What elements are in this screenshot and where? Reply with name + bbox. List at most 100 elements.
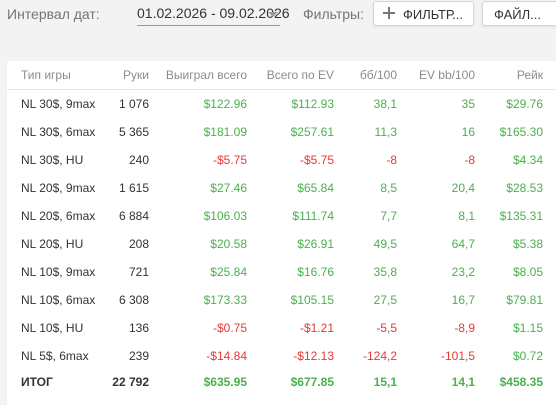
- cell-bb100: 35,8: [373, 265, 397, 279]
- cell-rake: $8.05: [512, 265, 543, 279]
- cell-rake: $4.34: [512, 153, 543, 167]
- cell-bb100: 15,1: [373, 375, 397, 389]
- cell-type: NL 20$, HU: [21, 237, 84, 251]
- toolbar: Интервал дат: 01.02.2026 - 09.02.2026 Фи…: [0, 0, 556, 30]
- cell-type: NL 30$, HU: [21, 153, 84, 167]
- cell-ev: -$1.21: [299, 321, 334, 335]
- cell-bb100: 38,1: [373, 97, 397, 111]
- cell-won: $27.46: [210, 181, 247, 195]
- col-header-won[interactable]: Выиграл всего: [158, 61, 254, 90]
- cell-bb100: -8: [386, 153, 397, 167]
- cell-evbb100: 16,7: [451, 293, 475, 307]
- date-range-picker[interactable]: 01.02.2026 - 09.02.2026: [137, 3, 290, 26]
- cell-evbb100: 23,2: [451, 265, 475, 279]
- table-row[interactable]: NL 30$, 6max 5 365 $181.09 $257.61 11,3 16 $16…: [7, 118, 556, 146]
- cell-type: NL 30$, 9max: [21, 97, 96, 111]
- cell-bb100: 49,5: [373, 237, 397, 251]
- cell-ev: $105.15: [290, 293, 334, 307]
- cell-bb100: -5,5: [376, 321, 397, 335]
- table-header: Тип игры Руки Выиграл всего Всего по EV …: [7, 61, 556, 90]
- cell-evbb100: -8: [464, 153, 475, 167]
- filters-button[interactable]: ФИЛЬТР...: [373, 1, 474, 26]
- cell-won: $25.84: [210, 265, 247, 279]
- cell-evbb100: 8,1: [458, 209, 475, 223]
- cell-rake: $0.72: [512, 349, 543, 363]
- cell-evbb100: -101,5: [440, 349, 475, 363]
- cell-rake: $165.30: [499, 125, 543, 139]
- cell-won: $106.03: [203, 209, 247, 223]
- table-row[interactable]: NL 30$, HU 240 -$5.75 -$5.75 -8 -8 $4.34: [7, 146, 556, 174]
- cell-rake: $28.53: [506, 181, 543, 195]
- cell-bb100: 27,5: [373, 293, 397, 307]
- plus-icon: [383, 7, 395, 19]
- cell-hands: 6 308: [118, 293, 149, 307]
- cell-type: ИТОГ: [21, 375, 53, 389]
- cell-rake: $79.81: [506, 293, 543, 307]
- filters-button-label: ФИЛЬТР...: [403, 7, 463, 22]
- cell-ev: $16.76: [297, 265, 334, 279]
- cell-evbb100: 20,4: [451, 181, 475, 195]
- cell-hands: 208: [128, 237, 149, 251]
- cell-type: NL 30$, 6max: [21, 125, 96, 139]
- cell-rake: $1.15: [512, 321, 543, 335]
- table-row[interactable]: NL 20$, HU 208 $20.58 $26.91 49,5 64,7 $5.38: [7, 230, 556, 258]
- cell-ev: $111.74: [292, 209, 334, 223]
- cell-ev: $65.84: [297, 181, 334, 195]
- cell-won: $635.95: [203, 375, 247, 389]
- cell-ev: $26.91: [297, 237, 334, 251]
- col-header-rake[interactable]: Рейк: [484, 61, 556, 90]
- col-header-bb100[interactable]: бб/100: [342, 61, 405, 90]
- cell-hands: 1 076: [118, 97, 149, 111]
- table-row[interactable]: NL 20$, 6max 6 884 $106.03 $111.74 7,7 8,1 $13…: [7, 202, 556, 230]
- table-row[interactable]: NL 5$, 6max 239 -$14.84 -$12.13 -124,2 -101,5…: [7, 342, 556, 370]
- cell-evbb100: -8,9: [454, 321, 475, 335]
- table-row[interactable]: NL 20$, 9max 1 615 $27.46 $65.84 8,5 20,4 $28.…: [7, 174, 556, 202]
- cell-ev: $257.61: [290, 125, 334, 139]
- cell-type: NL 20$, 9max: [21, 181, 96, 195]
- cell-type: NL 10$, 9max: [21, 265, 96, 279]
- col-header-type[interactable]: Тип игры: [7, 61, 107, 90]
- cell-bb100: -124,2: [362, 349, 397, 363]
- cell-won: $181.09: [203, 125, 247, 139]
- table-row[interactable]: NL 10$, 6max 6 308 $173.33 $105.15 27,5 16,7 $…: [7, 286, 556, 314]
- date-range-value: 01.02.2026 - 09.02.2026: [137, 5, 290, 21]
- table-row[interactable]: NL 10$, HU 136 -$0.75 -$1.21 -5,5 -8,9 $1.15: [7, 314, 556, 342]
- table-total-row[interactable]: ИТОГ 22 792 $635.95 $677.85 15,1 14,1 $458.35: [7, 370, 556, 394]
- cell-hands: 22 792: [112, 375, 149, 389]
- cell-ev: -$5.75: [299, 153, 334, 167]
- stats-table-card: Тип игры Руки Выиграл всего Всего по EV …: [7, 61, 556, 405]
- cell-hands: 721: [128, 265, 149, 279]
- cell-won: -$5.75: [212, 153, 247, 167]
- col-header-evbb100[interactable]: EV bb/100: [405, 61, 484, 90]
- cell-won: $173.33: [203, 293, 247, 307]
- chevron-down-icon: [268, 12, 278, 17]
- cell-ev: -$12.13: [293, 349, 334, 363]
- cell-hands: 239: [128, 349, 149, 363]
- cell-won: $20.58: [210, 237, 247, 251]
- cell-bb100: 11,3: [374, 125, 397, 139]
- col-header-ev[interactable]: Всего по EV: [254, 61, 342, 90]
- cell-type: NL 20$, 6max: [21, 209, 96, 223]
- cell-won: -$0.75: [212, 321, 247, 335]
- cell-hands: 1 615: [118, 181, 149, 195]
- cell-evbb100: 14,1: [451, 375, 475, 389]
- cell-rake: $458.35: [499, 375, 543, 389]
- cell-hands: 6 884: [118, 209, 149, 223]
- table-row[interactable]: NL 30$, 9max 1 076 $122.96 $112.93 38,1 35 $29…: [7, 90, 556, 119]
- interval-label: Интервал дат:: [7, 6, 100, 22]
- cell-ev: $677.85: [290, 375, 334, 389]
- cell-bb100: 8,5: [380, 181, 397, 195]
- cell-won: $122.96: [203, 97, 247, 111]
- table-row[interactable]: NL 10$, 9max 721 $25.84 $16.76 35,8 23,2 $8.05: [7, 258, 556, 286]
- cell-type: NL 10$, HU: [21, 321, 84, 335]
- stats-table: Тип игры Руки Выиграл всего Всего по EV …: [7, 61, 556, 394]
- col-header-hands[interactable]: Руки: [107, 61, 158, 90]
- cell-won: -$14.84: [206, 349, 247, 363]
- cell-rake: $5.38: [512, 237, 543, 251]
- cell-type: NL 10$, 6max: [21, 293, 96, 307]
- cell-bb100: 7,7: [380, 209, 397, 223]
- file-button-label: ФАЙЛ...: [494, 7, 541, 22]
- cell-evbb100: 64,7: [451, 237, 475, 251]
- file-button[interactable]: ФАЙЛ...: [482, 1, 556, 26]
- cell-rake: $135.31: [499, 209, 543, 223]
